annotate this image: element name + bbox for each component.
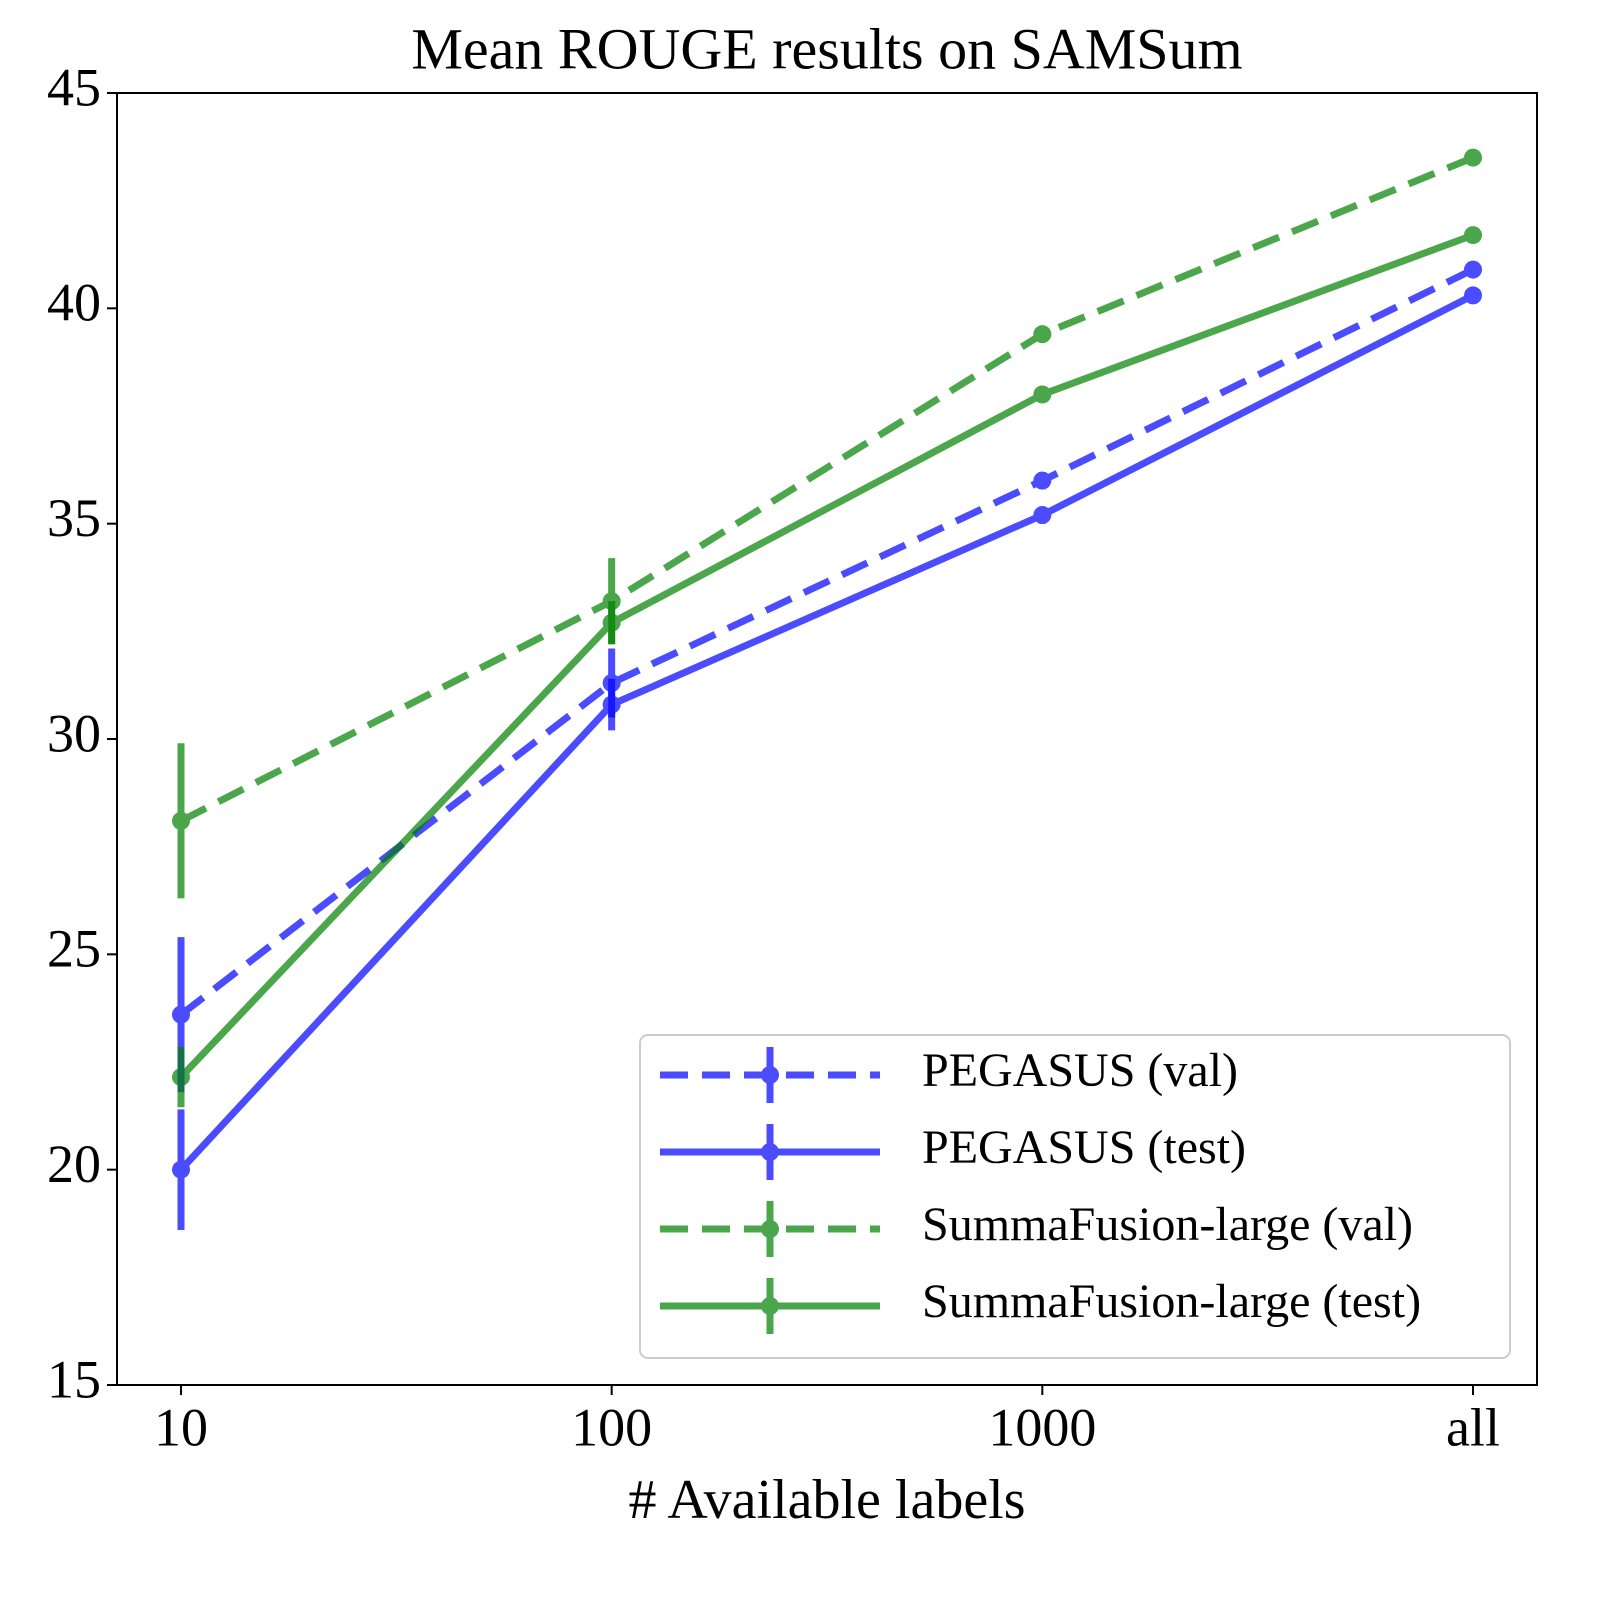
marker [1464, 260, 1482, 279]
marker [1033, 325, 1052, 344]
legend-marker [761, 1220, 779, 1238]
x-tick-label: 10 [154, 1397, 208, 1457]
line [178, 266, 1475, 1018]
marker [1033, 471, 1052, 490]
marker [172, 1160, 190, 1179]
legend-entry [660, 1047, 880, 1103]
y-tick-label: 20 [47, 1134, 101, 1194]
x-tick-label: 100 [571, 1397, 652, 1457]
marker [602, 695, 621, 714]
marker [1464, 148, 1482, 167]
y-tick-label: 40 [47, 273, 101, 333]
chart-title: Mean ROUGE results on SAMSum [411, 16, 1242, 81]
legend-label: SummaFusion-large (test) [922, 1275, 1421, 1328]
legend-marker [761, 1066, 779, 1084]
y-tick-label: 35 [47, 488, 101, 548]
y-tick-label: 15 [47, 1349, 101, 1409]
line [178, 231, 1475, 1080]
legend-marker [761, 1297, 779, 1315]
legend-entry [660, 1201, 880, 1257]
legend-entry [660, 1278, 880, 1334]
x-axis-label: # Available labels [628, 1469, 1025, 1531]
series [172, 226, 1482, 1108]
y-tick-label: 45 [47, 57, 101, 117]
legend-label: PEGASUS (test) [922, 1121, 1246, 1174]
marker [172, 1005, 190, 1024]
marker [1033, 385, 1052, 404]
y-tick-label: 25 [47, 919, 101, 979]
series [172, 148, 1482, 899]
x-tick-label: all [1446, 1397, 1500, 1457]
legend-label: SummaFusion-large (val) [922, 1198, 1413, 1251]
legend-label: PEGASUS (val) [922, 1044, 1238, 1097]
series [172, 286, 1482, 1230]
legend-entry [660, 1124, 880, 1180]
marker [1033, 506, 1052, 525]
legend-box [639, 1034, 1511, 1359]
line [179, 154, 1475, 824]
line [178, 292, 1475, 1173]
legend-marker [761, 1143, 779, 1161]
marker [172, 1068, 190, 1087]
marker [172, 811, 190, 830]
marker [602, 613, 621, 632]
y-tick-label: 30 [47, 703, 101, 763]
marker [1464, 226, 1482, 245]
marker [1464, 286, 1482, 305]
plot-frame [116, 92, 1538, 1386]
x-tick-label: 1000 [988, 1397, 1096, 1457]
